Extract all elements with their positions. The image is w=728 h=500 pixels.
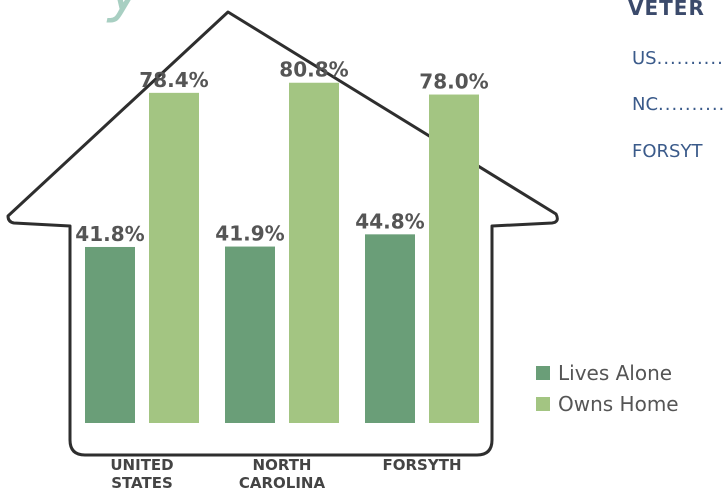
x-tick-label: NORTH CAROLINA (238, 456, 326, 492)
side-row: US.......... (632, 48, 724, 69)
bar (85, 246, 135, 423)
side-row-label: US (632, 48, 657, 69)
value-label: 41.9% (215, 222, 284, 246)
leader-dots: .......... (656, 48, 724, 69)
legend-swatch (536, 397, 550, 411)
value-label: 78.0% (419, 70, 488, 94)
bar (149, 92, 199, 424)
legend-label: Owns Home (558, 392, 679, 416)
legend-label: Lives Alone (558, 361, 672, 385)
bar (289, 82, 339, 424)
leader-dots: .......... (658, 94, 726, 115)
chart-title: y (106, 0, 145, 25)
side-row-label: NC (632, 94, 659, 115)
x-tick-label: FORSYTH (382, 456, 462, 474)
x-tick-label: UNITED STATES (110, 456, 174, 492)
value-label: 80.8% (279, 58, 348, 82)
side-row-label: FORSYT (632, 141, 703, 162)
bar (365, 234, 415, 423)
legend-swatch (536, 366, 550, 380)
value-label: 78.4% (139, 68, 208, 92)
bar (225, 246, 275, 423)
value-label: 41.8% (75, 222, 144, 246)
value-label: 44.8% (355, 209, 424, 233)
side-heading: VETER (628, 0, 705, 20)
house-outline (6, 10, 559, 457)
bar (429, 94, 479, 424)
side-row: NC.......... (632, 94, 725, 115)
